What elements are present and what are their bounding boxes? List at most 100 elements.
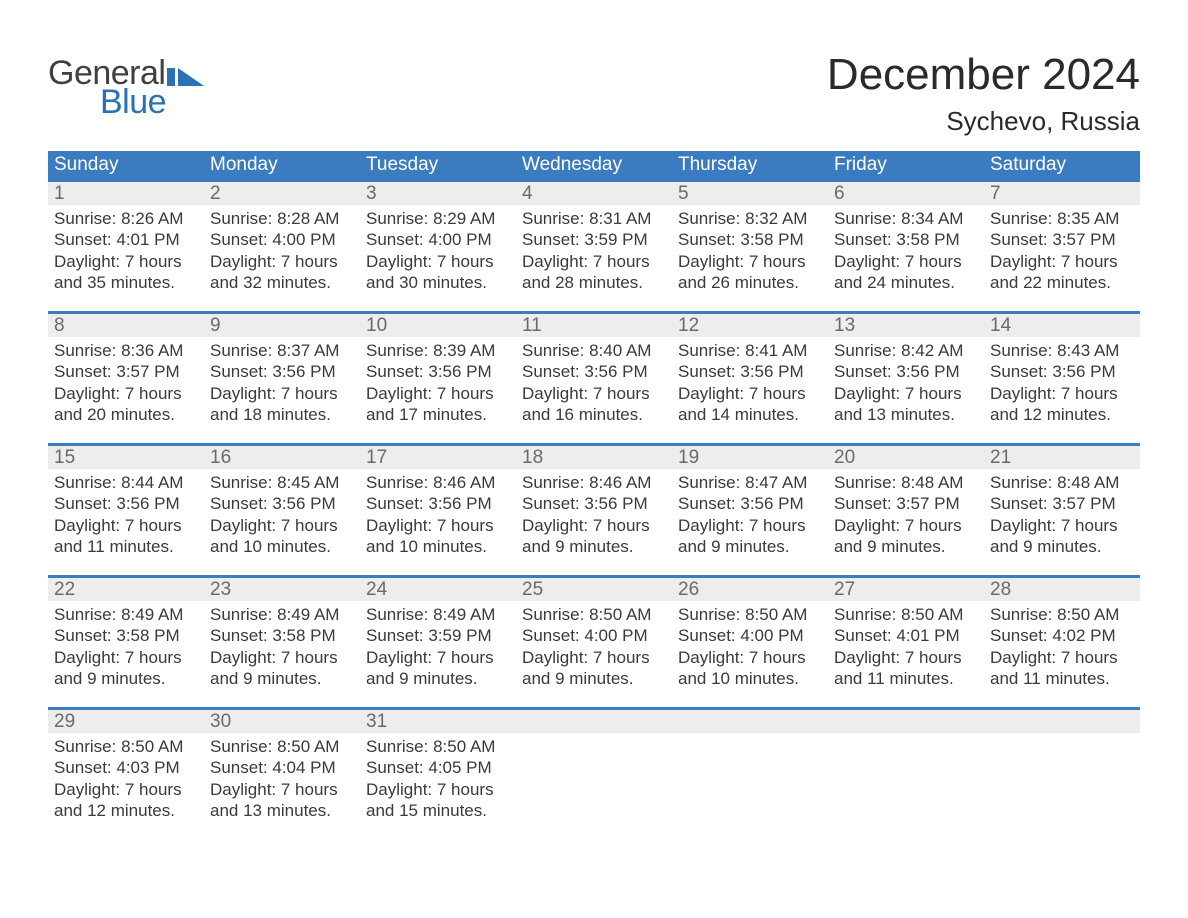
sunset-text: Sunset: 3:57 PM bbox=[834, 493, 980, 514]
day-number: 14 bbox=[990, 315, 1011, 336]
day-number-row: 30 bbox=[204, 710, 360, 733]
calendar: Sunday Monday Tuesday Wednesday Thursday… bbox=[48, 151, 1140, 827]
day-cell: 4Sunrise: 8:31 AMSunset: 3:59 PMDaylight… bbox=[516, 182, 672, 299]
day-number: 22 bbox=[54, 579, 75, 600]
daylight-text-2: and 11 minutes. bbox=[834, 668, 980, 689]
daylight-text-1: Daylight: 7 hours bbox=[210, 251, 356, 272]
week-row: 15 Sunrise: 8:44 AMSunset: 3:56 PMDayligh… bbox=[48, 443, 1140, 563]
daylight-text-2: and 9 minutes. bbox=[54, 668, 200, 689]
day-cell: 26 Sunrise: 8:50 AMSunset: 4:00 PMDayligh… bbox=[672, 578, 828, 695]
day-content: Sunrise: 8:44 AMSunset: 3:56 PMDaylight:… bbox=[52, 472, 200, 557]
daylight-text-1: Daylight: 7 hours bbox=[990, 251, 1136, 272]
day-number-row: 25 bbox=[516, 578, 672, 601]
daylight-text-1: Daylight: 7 hours bbox=[834, 251, 980, 272]
daylight-text-1: Daylight: 7 hours bbox=[54, 383, 200, 404]
day-number: 15 bbox=[54, 447, 75, 468]
day-number bbox=[522, 711, 527, 732]
daylight-text-2: and 9 minutes. bbox=[834, 536, 980, 557]
day-number-row: 19 bbox=[672, 446, 828, 469]
day-header-sat: Saturday bbox=[984, 151, 1140, 179]
day-number-row: 20 bbox=[828, 446, 984, 469]
day-cell: 23 Sunrise: 8:49 AMSunset: 3:58 PMDayligh… bbox=[204, 578, 360, 695]
daylight-text-2: and 9 minutes. bbox=[366, 668, 512, 689]
daylight-text-2: and 35 minutes. bbox=[54, 272, 200, 293]
day-number: 27 bbox=[834, 579, 855, 600]
day-number-row bbox=[984, 710, 1140, 733]
day-number: 28 bbox=[990, 579, 1011, 600]
day-content: Sunrise: 8:31 AMSunset: 3:59 PMDaylight:… bbox=[520, 208, 668, 293]
day-content: Sunrise: 8:32 AMSunset: 3:58 PMDaylight:… bbox=[676, 208, 824, 293]
sunrise-text: Sunrise: 8:43 AM bbox=[990, 340, 1136, 361]
day-number: 24 bbox=[366, 579, 387, 600]
day-number-row: 2 bbox=[204, 182, 360, 205]
day-number: 25 bbox=[522, 579, 543, 600]
day-content: Sunrise: 8:49 AMSunset: 3:58 PMDaylight:… bbox=[208, 604, 356, 689]
daylight-text-2: and 16 minutes. bbox=[522, 404, 668, 425]
day-content: Sunrise: 8:26 AMSunset: 4:01 PMDaylight:… bbox=[52, 208, 200, 293]
day-number-row: 10 bbox=[360, 314, 516, 337]
day-content: Sunrise: 8:50 AMSunset: 4:00 PMDaylight:… bbox=[520, 604, 668, 689]
daylight-text-1: Daylight: 7 hours bbox=[366, 647, 512, 668]
daylight-text-1: Daylight: 7 hours bbox=[522, 515, 668, 536]
daylight-text-2: and 10 minutes. bbox=[366, 536, 512, 557]
daylight-text-1: Daylight: 7 hours bbox=[522, 383, 668, 404]
day-content: Sunrise: 8:49 AMSunset: 3:59 PMDaylight:… bbox=[364, 604, 512, 689]
day-number-row: 21 bbox=[984, 446, 1140, 469]
daylight-text-2: and 13 minutes. bbox=[834, 404, 980, 425]
daylight-text-1: Daylight: 7 hours bbox=[834, 383, 980, 404]
day-cell: 24 Sunrise: 8:49 AMSunset: 3:59 PMDayligh… bbox=[360, 578, 516, 695]
sunset-text: Sunset: 3:57 PM bbox=[990, 493, 1136, 514]
day-cell: 7Sunrise: 8:35 AMSunset: 3:57 PMDaylight… bbox=[984, 182, 1140, 299]
day-cell bbox=[672, 710, 828, 827]
sunrise-text: Sunrise: 8:35 AM bbox=[990, 208, 1136, 229]
daylight-text-2: and 9 minutes. bbox=[990, 536, 1136, 557]
daylight-text-1: Daylight: 7 hours bbox=[678, 647, 824, 668]
week-row: 22 Sunrise: 8:49 AMSunset: 3:58 PMDayligh… bbox=[48, 575, 1140, 695]
day-cell: 16 Sunrise: 8:45 AMSunset: 3:56 PMDayligh… bbox=[204, 446, 360, 563]
sunset-text: Sunset: 4:00 PM bbox=[210, 229, 356, 250]
sunrise-text: Sunrise: 8:50 AM bbox=[834, 604, 980, 625]
sunrise-text: Sunrise: 8:39 AM bbox=[366, 340, 512, 361]
day-number: 16 bbox=[210, 447, 231, 468]
daylight-text-1: Daylight: 7 hours bbox=[990, 647, 1136, 668]
day-content: Sunrise: 8:50 AMSunset: 4:00 PMDaylight:… bbox=[676, 604, 824, 689]
sunset-text: Sunset: 3:56 PM bbox=[366, 493, 512, 514]
day-number-row: 11 bbox=[516, 314, 672, 337]
sunrise-text: Sunrise: 8:37 AM bbox=[210, 340, 356, 361]
day-cell: 28Sunrise: 8:50 AMSunset: 4:02 PMDayligh… bbox=[984, 578, 1140, 695]
sunset-text: Sunset: 3:58 PM bbox=[210, 625, 356, 646]
day-number-row: 5 bbox=[672, 182, 828, 205]
day-content: Sunrise: 8:45 AMSunset: 3:56 PMDaylight:… bbox=[208, 472, 356, 557]
daylight-text-1: Daylight: 7 hours bbox=[678, 383, 824, 404]
day-number-row: 23 bbox=[204, 578, 360, 601]
day-content: Sunrise: 8:46 AMSunset: 3:56 PMDaylight:… bbox=[364, 472, 512, 557]
daylight-text-2: and 20 minutes. bbox=[54, 404, 200, 425]
day-cell: 14Sunrise: 8:43 AMSunset: 3:56 PMDayligh… bbox=[984, 314, 1140, 431]
day-cell: 6Sunrise: 8:34 AMSunset: 3:58 PMDaylight… bbox=[828, 182, 984, 299]
day-number: 29 bbox=[54, 711, 75, 732]
brand-triangle-icon bbox=[178, 68, 204, 86]
daylight-text-1: Daylight: 7 hours bbox=[366, 251, 512, 272]
day-number: 26 bbox=[678, 579, 699, 600]
day-number: 21 bbox=[990, 447, 1011, 468]
day-cell: 31Sunrise: 8:50 AMSunset: 4:05 PMDayligh… bbox=[360, 710, 516, 827]
sunrise-text: Sunrise: 8:32 AM bbox=[678, 208, 824, 229]
daylight-text-2: and 17 minutes. bbox=[366, 404, 512, 425]
sunrise-text: Sunrise: 8:36 AM bbox=[54, 340, 200, 361]
sunrise-text: Sunrise: 8:48 AM bbox=[834, 472, 980, 493]
day-content: Sunrise: 8:49 AMSunset: 3:58 PMDaylight:… bbox=[52, 604, 200, 689]
sunset-text: Sunset: 3:56 PM bbox=[54, 493, 200, 514]
sunrise-text: Sunrise: 8:29 AM bbox=[366, 208, 512, 229]
brand-bar-icon bbox=[167, 68, 175, 86]
day-number-row: 27 bbox=[828, 578, 984, 601]
day-number-row: 3 bbox=[360, 182, 516, 205]
sunset-text: Sunset: 4:00 PM bbox=[522, 625, 668, 646]
day-content: Sunrise: 8:50 AMSunset: 4:04 PMDaylight:… bbox=[208, 736, 356, 821]
day-number-row: 18 bbox=[516, 446, 672, 469]
sunrise-text: Sunrise: 8:41 AM bbox=[678, 340, 824, 361]
week-row: 1Sunrise: 8:26 AMSunset: 4:01 PMDaylight… bbox=[48, 179, 1140, 299]
sunset-text: Sunset: 4:05 PM bbox=[366, 757, 512, 778]
day-content: Sunrise: 8:28 AMSunset: 4:00 PMDaylight:… bbox=[208, 208, 356, 293]
daylight-text-1: Daylight: 7 hours bbox=[54, 647, 200, 668]
day-number: 7 bbox=[990, 183, 1001, 204]
